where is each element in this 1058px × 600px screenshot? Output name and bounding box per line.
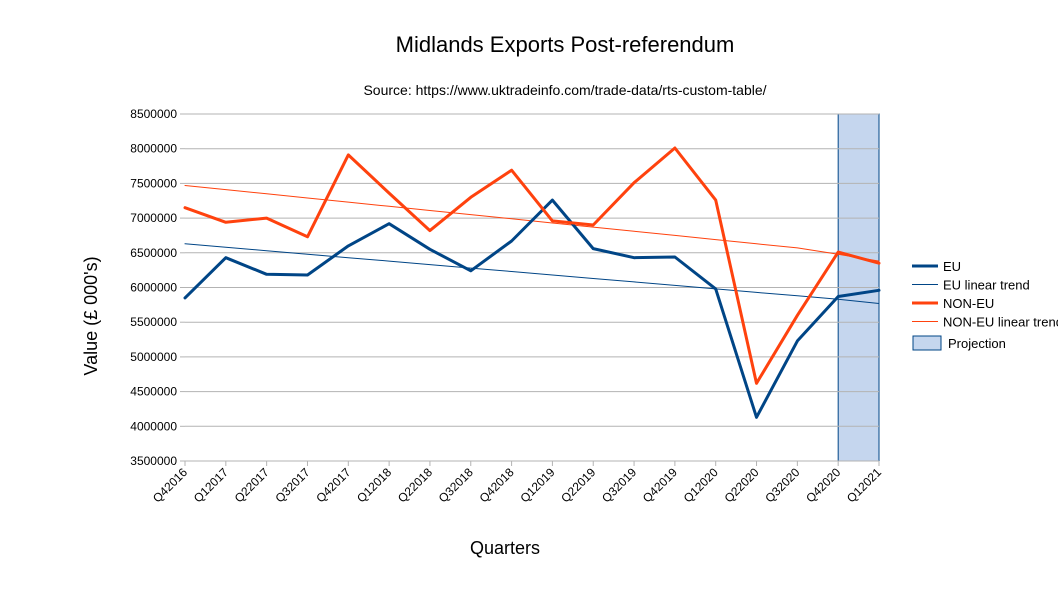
x-tick-label: Q32017 bbox=[272, 465, 312, 505]
y-tick-label: 8500000 bbox=[130, 107, 177, 121]
x-tick-label: Q42018 bbox=[477, 465, 517, 505]
legend-label: EU linear trend bbox=[943, 278, 1030, 293]
legend-label: EU bbox=[943, 259, 961, 274]
chart-subtitle: Source: https://www.uktradeinfo.com/trad… bbox=[363, 82, 766, 98]
x-tick-label: Q32019 bbox=[599, 465, 639, 505]
y-tick-label: 5000000 bbox=[130, 350, 177, 364]
y-tick-label: 4000000 bbox=[130, 419, 177, 433]
legend: EU EU linear trend NON-EU NON-EU linear tre… bbox=[912, 259, 1058, 351]
x-tick-label: Q12019 bbox=[517, 465, 557, 505]
x-tick-label: Q42017 bbox=[313, 465, 353, 505]
y-tick-label: 4500000 bbox=[130, 385, 177, 399]
y-tick-label: 7000000 bbox=[130, 211, 177, 225]
series-line-eu bbox=[183, 198, 881, 419]
x-tick-label: Q32020 bbox=[762, 465, 802, 505]
x-tick-label: Q12017 bbox=[191, 465, 231, 505]
y-tick-label: 5500000 bbox=[130, 315, 177, 329]
x-tick-label: Q32018 bbox=[436, 465, 476, 505]
legend-label: NON-EU linear trend bbox=[943, 315, 1058, 330]
legend-swatch-projection bbox=[912, 335, 942, 351]
series-line-non-eu bbox=[183, 146, 881, 385]
x-tick-label: Q12018 bbox=[354, 465, 394, 505]
x-tick-label: Q42016 bbox=[150, 465, 190, 505]
plot-area: 3500000 4000000 4500000 5000000 5500000 60000… bbox=[130, 107, 884, 505]
y-tick-label: 7500000 bbox=[130, 176, 177, 190]
x-tick-label: Q22019 bbox=[558, 465, 598, 505]
y-tick-label: 3500000 bbox=[130, 454, 177, 468]
x-tick-label: Q42019 bbox=[640, 465, 680, 505]
y-tick-label: 6500000 bbox=[130, 246, 177, 260]
series-line-eu-linear-trend bbox=[184, 243, 880, 304]
x-tick-label: Q22018 bbox=[395, 465, 435, 505]
y-axis-title: Value (£ 000's) bbox=[81, 256, 101, 375]
y-tick-label: 8000000 bbox=[130, 142, 177, 156]
x-tick-label: Q22020 bbox=[722, 465, 762, 505]
legend-label: Projection bbox=[948, 336, 1006, 351]
x-tick-label: Q12021 bbox=[844, 465, 884, 505]
legend-label: NON-EU bbox=[943, 296, 994, 311]
y-tick-label: 6000000 bbox=[130, 281, 177, 295]
x-tick-label: Q12020 bbox=[681, 465, 721, 505]
chart-title: Midlands Exports Post-referendum bbox=[396, 32, 735, 57]
x-tick-label: Q42020 bbox=[803, 465, 843, 505]
x-axis-title: Quarters bbox=[470, 538, 540, 558]
x-tick-label: Q22017 bbox=[232, 465, 272, 505]
